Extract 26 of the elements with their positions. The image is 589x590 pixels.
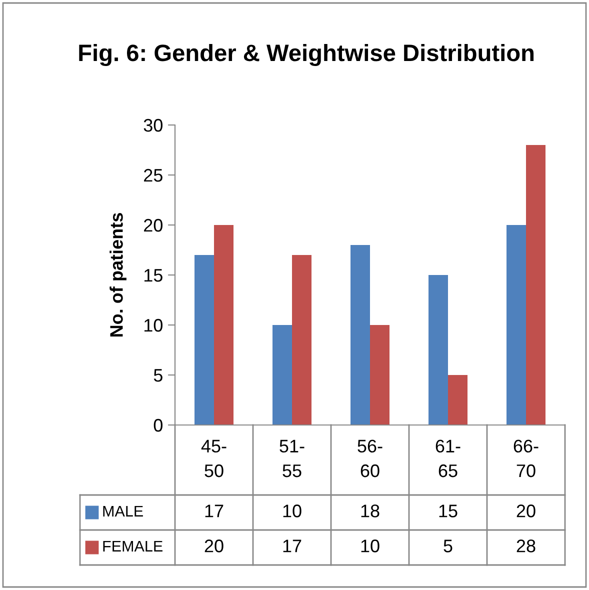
chart-title: Fig. 6: Gender & Weightwise Distribution <box>79 44 534 66</box>
y-tick-label: 25 <box>144 168 162 182</box>
y-tick-label: 5 <box>154 369 162 382</box>
data-label: 15 <box>439 504 458 518</box>
data-label: 28 <box>516 540 536 552</box>
y-tick-label: 0 <box>154 418 162 432</box>
data-label: 20 <box>204 540 224 552</box>
legend-label: MALE <box>103 506 143 516</box>
data-label: 10 <box>361 540 380 552</box>
y-tick-label: 15 <box>144 269 162 282</box>
data-label: 18 <box>361 504 380 518</box>
y-axis-title: No. of patients <box>110 213 126 336</box>
y-tick-label: 20 <box>144 218 162 232</box>
data-label: 17 <box>205 504 224 518</box>
x-tick-label: 66-70 <box>514 440 538 478</box>
data-label: 20 <box>516 504 536 518</box>
y-tick-label: 10 <box>144 318 162 332</box>
y-tick-label: 30 <box>144 118 162 132</box>
data-label: 5 <box>444 540 452 552</box>
data-label: 17 <box>283 540 302 552</box>
legend-label: FEMALE <box>103 540 162 552</box>
data-label: 10 <box>283 504 302 518</box>
x-tick-label: 61-65 <box>436 440 460 478</box>
x-tick-label: 51-55 <box>280 440 304 478</box>
x-tick-label: 56-60 <box>358 440 382 478</box>
x-tick-label: 45-50 <box>201 440 226 478</box>
